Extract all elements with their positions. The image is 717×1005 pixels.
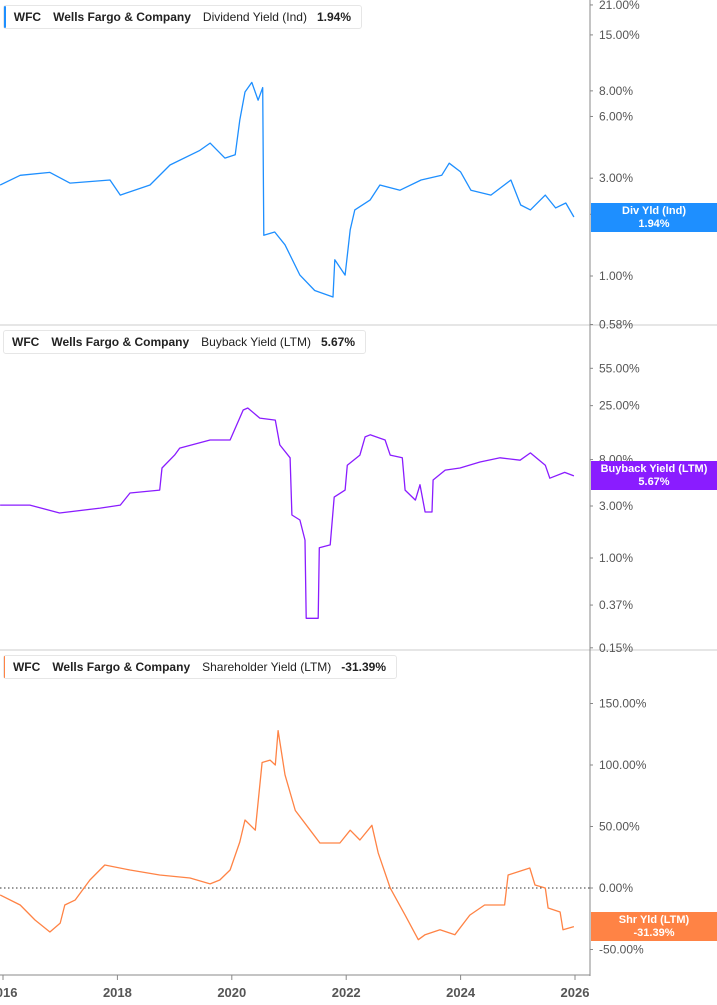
legend-buyback-yield: WFC Wells Fargo & Company Buyback Yield …: [3, 330, 366, 354]
legend-ticker: WFC: [12, 335, 40, 349]
y-tick-label: 150.00%: [599, 697, 647, 711]
legend-value: -31.39%: [341, 660, 386, 674]
badge-value: -31.39%: [633, 927, 675, 939]
x-tick-label: 2020: [217, 985, 246, 1000]
badge-value: 5.67%: [638, 476, 670, 488]
y-tick-label: 3.00%: [599, 499, 633, 513]
legend-company: Wells Fargo & Company: [53, 10, 191, 24]
y-tick-label: 0.00%: [599, 881, 633, 895]
y-tick-label: 1.00%: [599, 269, 633, 283]
legend-company: Wells Fargo & Company: [51, 335, 190, 349]
last-value-badge-shareholder: Shr Yld (LTM) -31.39%: [591, 912, 717, 941]
y-tick-label: 6.00%: [599, 109, 633, 123]
series-line-2: [0, 729, 575, 941]
y-tick-label: 3.00%: [599, 171, 633, 185]
y-tick-label: 0.15%: [599, 641, 633, 655]
legend-metric: Shareholder Yield (LTM): [202, 660, 332, 674]
last-value-badge-buyback: Buyback Yield (LTM) 5.67%: [591, 461, 717, 490]
series-color-marker: [4, 656, 5, 678]
y-tick-label: 100.00%: [599, 758, 647, 772]
x-tick-label: 2018: [103, 985, 132, 1000]
last-value-badge-dividend: Div Yld (Ind) 1.94%: [591, 203, 717, 232]
legend-metric: Dividend Yield (Ind): [202, 10, 307, 24]
y-tick-label: 0.37%: [599, 598, 633, 612]
x-tick-label: 2022: [332, 985, 361, 1000]
series-line-0: [0, 81, 575, 298]
y-tick-label: 55.00%: [599, 361, 640, 375]
legend-metric: Buyback Yield (LTM): [201, 335, 311, 349]
legend-shareholder-yield: WFC Wells Fargo & Company Shareholder Yi…: [3, 655, 397, 679]
y-tick-label: 50.00%: [599, 820, 640, 834]
y-tick-label: 1.00%: [599, 551, 633, 565]
legend-value: 1.94%: [316, 10, 351, 24]
legend-ticker: WFC: [13, 10, 42, 24]
y-tick-label: -50.00%: [599, 943, 644, 957]
badge-label: Buyback Yield (LTM): [600, 463, 708, 475]
badge-value: 1.94%: [638, 218, 670, 230]
legend-value: 5.67%: [320, 335, 355, 349]
series-color-marker: [4, 6, 6, 28]
legend-ticker: WFC: [12, 660, 41, 674]
y-tick-label: 0.58%: [599, 317, 633, 331]
x-tick-label: 2016: [0, 985, 17, 1000]
x-tick-label: 2024: [446, 985, 476, 1000]
badge-label: Div Yld (Ind): [622, 205, 686, 217]
badge-label: Shr Yld (LTM): [618, 914, 690, 926]
y-tick-label: 8.00%: [599, 84, 633, 98]
series-line-1: [0, 407, 575, 619]
y-tick-label: 15.00%: [599, 28, 640, 42]
y-tick-label: 21.00%: [599, 0, 640, 12]
x-tick-label: 2026: [561, 985, 590, 1000]
legend-dividend-yield: WFC Wells Fargo & Company Dividend Yield…: [3, 5, 362, 29]
legend-company: Wells Fargo & Company: [52, 660, 191, 674]
y-tick-label: 25.00%: [599, 399, 640, 413]
